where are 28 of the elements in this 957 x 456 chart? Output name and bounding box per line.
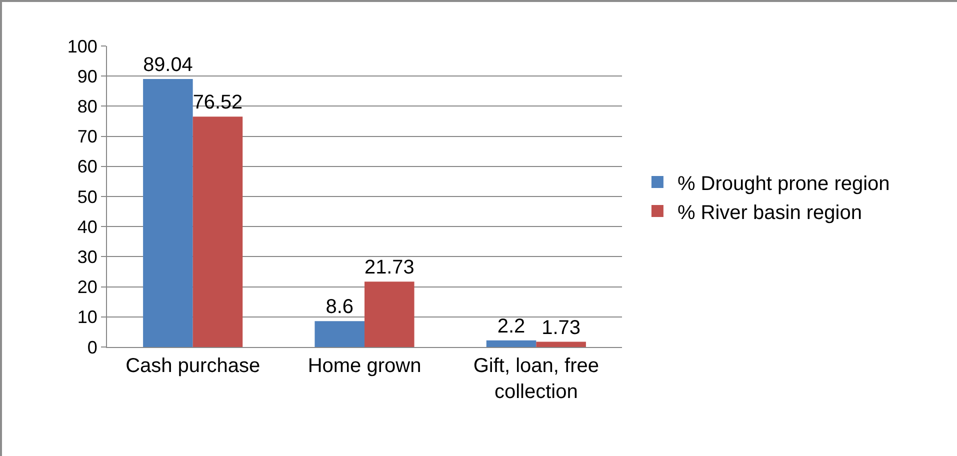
y-tick-label: 100	[67, 36, 98, 56]
x-tick-label: Cash purchase	[126, 355, 260, 377]
data-label: 89.04	[143, 54, 193, 76]
x-tick-label: Gift, loan, free collection	[473, 355, 599, 403]
bar	[143, 78, 193, 347]
data-label: 8.6	[326, 296, 354, 318]
data-label: 1.73	[542, 316, 581, 339]
data-label: 2.2	[497, 315, 526, 338]
bar	[192, 116, 243, 347]
data-label: 76.52	[192, 92, 243, 114]
data-label: 21.73	[364, 256, 414, 279]
bar	[486, 340, 536, 347]
y-tick-label: 60	[77, 156, 98, 177]
bar	[314, 321, 364, 347]
legend-label: % River basin region	[677, 202, 862, 224]
y-tick-label: 10	[77, 307, 98, 328]
y-tick-label: 20	[77, 277, 98, 298]
x-tick-label: Home grown	[308, 355, 422, 377]
legend-label: % Drought prone region	[677, 172, 890, 195]
y-tick-label: 40	[77, 216, 98, 237]
y-tick-label: 30	[77, 247, 98, 267]
y-tick-label: 90	[77, 66, 98, 86]
bar	[536, 342, 586, 347]
y-tick-label: 0	[87, 337, 98, 358]
y-tick-label: 50	[77, 186, 98, 207]
bar	[364, 282, 414, 347]
y-tick-label: 80	[77, 96, 98, 116]
y-tick-label: 70	[77, 126, 98, 147]
